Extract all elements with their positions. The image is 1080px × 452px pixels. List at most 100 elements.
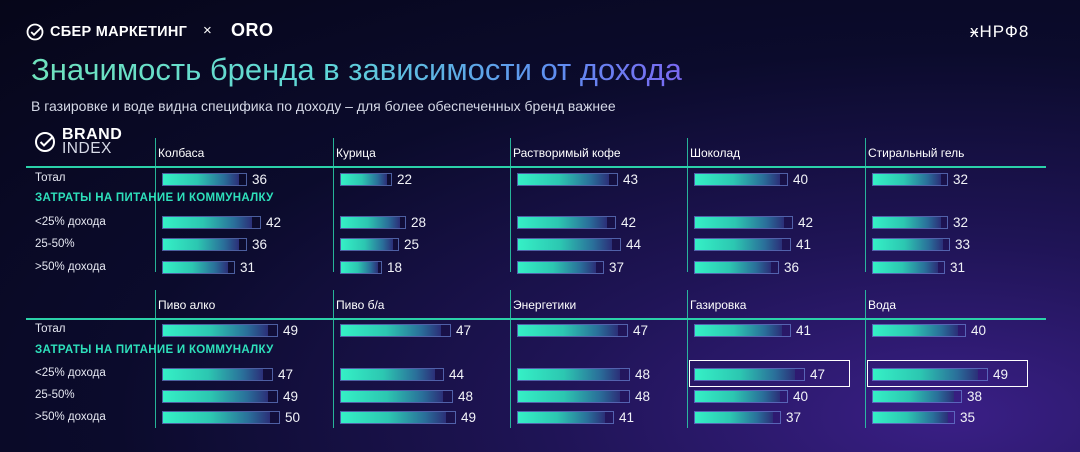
- bar: [694, 238, 791, 251]
- column-divider: [865, 290, 866, 428]
- bar-fill: [518, 391, 621, 402]
- bar: [340, 238, 399, 251]
- nrf-logo: ӿНРФ8: [970, 22, 1030, 41]
- data-label: 25: [404, 237, 420, 252]
- data-label: 36: [784, 260, 800, 275]
- data-label: 49: [461, 410, 477, 425]
- bar-fill: [163, 369, 264, 380]
- bar-fill: [341, 369, 435, 380]
- bar-fill: [695, 239, 783, 250]
- data-label: 42: [621, 215, 637, 230]
- bar: [694, 390, 788, 403]
- bar: [340, 411, 456, 424]
- bar: [694, 324, 791, 337]
- column-divider: [155, 138, 156, 272]
- data-label: 47: [278, 367, 294, 382]
- bar: [340, 368, 444, 381]
- bar: [517, 368, 630, 381]
- bar-fill: [695, 174, 780, 185]
- bar-fill: [695, 217, 785, 228]
- bar-fill: [163, 412, 270, 423]
- category-label: Стиральный гель: [868, 146, 965, 160]
- bar-fill: [873, 412, 948, 423]
- data-label: 41: [796, 237, 812, 252]
- category-label: Колбаса: [158, 146, 205, 160]
- bar: [162, 173, 247, 186]
- data-label: 38: [967, 389, 983, 404]
- bar: [517, 173, 618, 186]
- bar: [694, 368, 805, 381]
- bar: [162, 411, 280, 424]
- data-label: 42: [798, 215, 814, 230]
- data-label: 28: [411, 215, 427, 230]
- row-label: Тотал: [35, 172, 66, 184]
- column-divider: [333, 290, 334, 428]
- bar: [340, 261, 382, 274]
- brand-index-line1: BRAND: [62, 126, 123, 143]
- brand-index-check-icon: [35, 132, 55, 152]
- bar-fill: [518, 239, 612, 250]
- bar-fill: [163, 262, 229, 273]
- bar-fill: [341, 262, 378, 273]
- bar-fill: [163, 217, 253, 228]
- highlight-box: [867, 360, 1028, 387]
- data-label: 44: [626, 237, 642, 252]
- column-divider: [687, 138, 688, 272]
- category-label: Энергетики: [513, 298, 577, 312]
- column-divider: [510, 138, 511, 272]
- bar-fill: [341, 217, 400, 228]
- bar: [872, 324, 966, 337]
- category-label: Растворимый кофе: [513, 146, 621, 160]
- category-label: Газировка: [690, 298, 747, 312]
- data-label: 49: [993, 367, 1009, 382]
- data-label: 48: [635, 389, 651, 404]
- row-label: Тотал: [35, 323, 66, 335]
- bar-fill: [873, 325, 958, 336]
- bar: [162, 368, 273, 381]
- data-label: 47: [633, 323, 649, 338]
- bar: [517, 238, 621, 251]
- column-divider: [155, 290, 156, 428]
- bar-fill: [341, 239, 394, 250]
- category-label: Курица: [336, 146, 376, 160]
- data-label: 18: [387, 260, 403, 275]
- data-label: 44: [449, 367, 465, 382]
- data-label: 31: [950, 260, 966, 275]
- bar-fill: [873, 369, 978, 380]
- bar: [517, 390, 630, 403]
- bar: [162, 390, 278, 403]
- oro-logo: ORO: [231, 20, 274, 40]
- bar-fill: [341, 412, 446, 423]
- data-label: 33: [955, 237, 971, 252]
- bar-fill: [873, 174, 942, 185]
- bar: [517, 411, 614, 424]
- sber-marketing-text: СБЕР МАРКЕТИНГ: [50, 24, 188, 40]
- bar-fill: [695, 369, 796, 380]
- data-label: 47: [810, 367, 826, 382]
- bar-fill: [518, 369, 621, 380]
- category-label: Вода: [868, 298, 897, 312]
- bar-fill: [163, 325, 268, 336]
- bar: [517, 324, 628, 337]
- bar-fill: [163, 174, 240, 185]
- column-divider: [510, 290, 511, 428]
- data-label: 36: [252, 172, 268, 187]
- bar: [162, 238, 247, 251]
- row-label: >50% дохода: [35, 261, 106, 273]
- column-divider: [687, 290, 688, 428]
- bar: [162, 216, 261, 229]
- bar: [872, 216, 948, 229]
- bar-fill: [695, 412, 774, 423]
- bar: [872, 261, 945, 274]
- bar: [872, 390, 962, 403]
- bar: [162, 324, 278, 337]
- bar-fill: [695, 325, 783, 336]
- bar-fill: [695, 262, 772, 273]
- partnership-cross: ×: [203, 22, 212, 39]
- bar-fill: [341, 325, 442, 336]
- chart-1-header-rule: [26, 166, 1046, 168]
- data-label: 49: [283, 389, 299, 404]
- row-label: 25-50%: [35, 389, 75, 401]
- bar-fill: [873, 217, 942, 228]
- category-label: Пиво б/а: [336, 298, 385, 312]
